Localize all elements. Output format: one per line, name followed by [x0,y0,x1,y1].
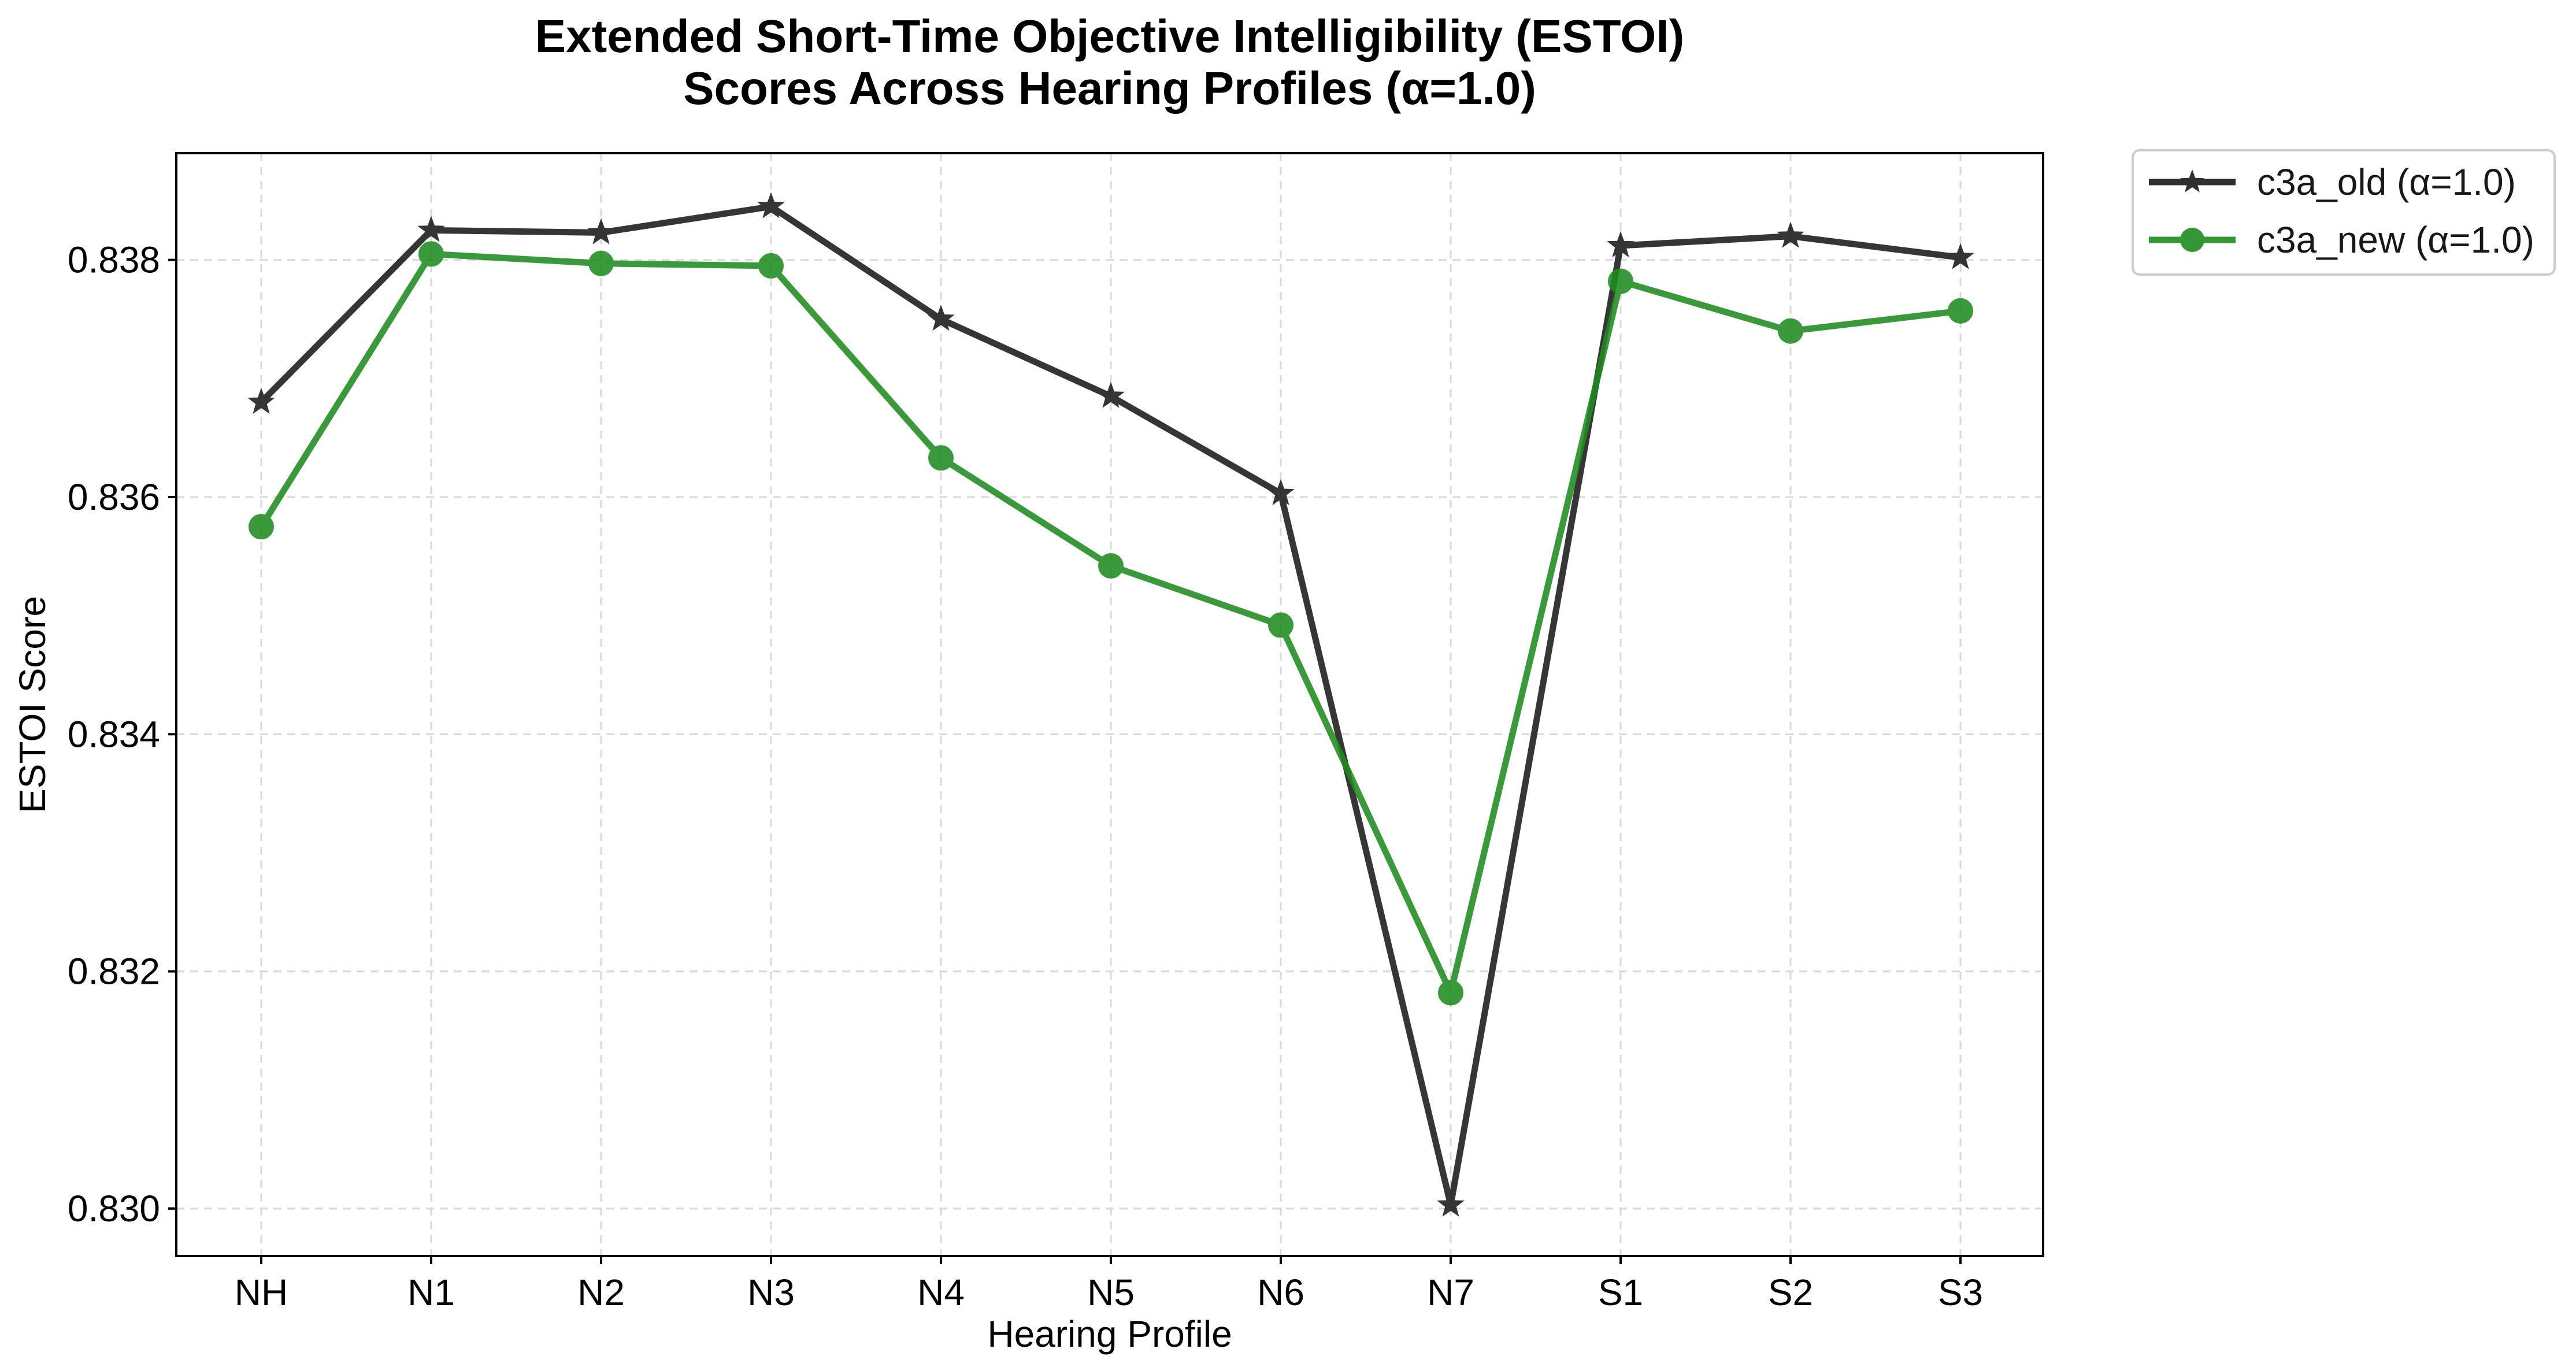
y-axis-label: ESTOI Score [12,596,53,813]
legend-circle-icon [2180,228,2204,252]
plot-area-frame [175,152,2044,1257]
data-point-circle [588,250,614,276]
chart-title-line2: Scores Across Hearing Profiles (α=1.0) [683,62,1536,114]
x-tick-label: N4 [917,1272,965,1313]
data-point-circle [1778,318,1803,344]
data-point-star [1607,231,1634,258]
data-point-circle [1268,612,1293,638]
x-tick-label: NH [235,1272,288,1313]
y-tick-label: 0.834 [68,713,160,755]
legend-frame [2132,149,2556,276]
data-point-circle [1098,553,1124,579]
legend-label: c3a_old (α=1.0) [2257,161,2516,203]
data-series [247,192,1974,1217]
data-point-star [1097,381,1125,408]
data-point-star [927,305,955,331]
data-point-star [587,218,615,244]
data-point-circle [249,514,274,540]
x-tick-label: N7 [1427,1272,1474,1313]
grid-lines [176,153,2043,1256]
data-point-star [757,192,785,218]
x-tick-label: N5 [1087,1272,1135,1313]
data-point-circle [928,445,954,471]
x-tick-label: N6 [1257,1272,1304,1313]
data-point-star [1947,243,1974,269]
y-tick-label: 0.832 [68,951,160,992]
legend-entry: c3a_new (α=1.0) [2149,219,2534,261]
data-point-circle [1438,980,1463,1006]
chart-title-line1: Extended Short-Time Objective Intelligib… [535,10,1684,62]
x-axis-label: Hearing Profile [987,1313,1232,1355]
x-tick-label: N3 [747,1272,795,1313]
x-tick-label: S1 [1598,1272,1643,1313]
series-c3a-old [247,192,1974,1217]
legend: c3a_old (α=1.0) c3a_new (α=1.0) [2132,149,2556,276]
y-tick-label: 0.836 [68,476,160,518]
data-point-star [1437,1190,1465,1217]
data-point-circle [1948,298,1973,324]
legend-entry: c3a_old (α=1.0) [2149,161,2516,203]
data-point-star [247,387,275,414]
y-tick-label: 0.838 [68,239,160,281]
data-point-circle [418,241,444,267]
data-point-star [1777,221,1804,248]
series-c3a-new [249,241,1973,1006]
x-tick-label: N1 [407,1272,455,1313]
data-point-circle [758,253,784,279]
legend-star-icon [2180,169,2204,192]
x-tick-label: N2 [577,1272,625,1313]
data-point-star [1267,479,1295,505]
x-tick-label: S3 [1938,1272,1983,1313]
legend-label: c3a_new (α=1.0) [2257,219,2534,261]
x-tick-label: S2 [1768,1272,1813,1313]
data-point-star [417,216,445,242]
axes: 0.830 0.832 0.834 0.836 0.838 NH N1 N2 N3 N4 N5 N6 N… [68,239,1983,1313]
data-point-circle [1608,268,1633,294]
y-tick-label: 0.830 [68,1188,160,1229]
